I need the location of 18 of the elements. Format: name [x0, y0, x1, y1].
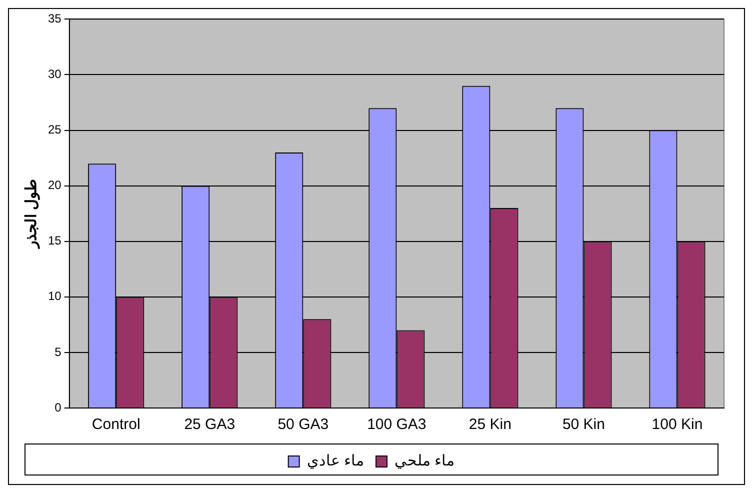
y-tick-label: 30 — [48, 67, 62, 82]
y-tick-label: 15 — [48, 234, 62, 248]
legend-label: ماء عادي — [306, 452, 364, 470]
legend-label: ماء ملحي — [394, 452, 455, 470]
x-tick-label: 25 Kin — [468, 416, 512, 434]
x-tick-label: 100 Kin — [652, 416, 703, 434]
y-tick-label: 20 — [48, 178, 62, 192]
y-tick-label: 10 — [48, 289, 62, 304]
y-axis-title: طول الجذر — [23, 179, 40, 250]
y-tick-label: 35 — [48, 12, 62, 26]
y-tick-label: 25 — [48, 122, 62, 137]
x-tick-label: 100 GA3 — [367, 416, 426, 434]
x-tick-label: Control — [92, 416, 140, 434]
x-tick-label: 50 GA3 — [278, 416, 329, 434]
x-tick-label: 50 Kin — [562, 416, 605, 434]
y-tick-label: 0 — [54, 400, 62, 414]
x-tick-label: 25 GA3 — [184, 416, 236, 434]
y-tick-label: 5 — [54, 344, 62, 359]
